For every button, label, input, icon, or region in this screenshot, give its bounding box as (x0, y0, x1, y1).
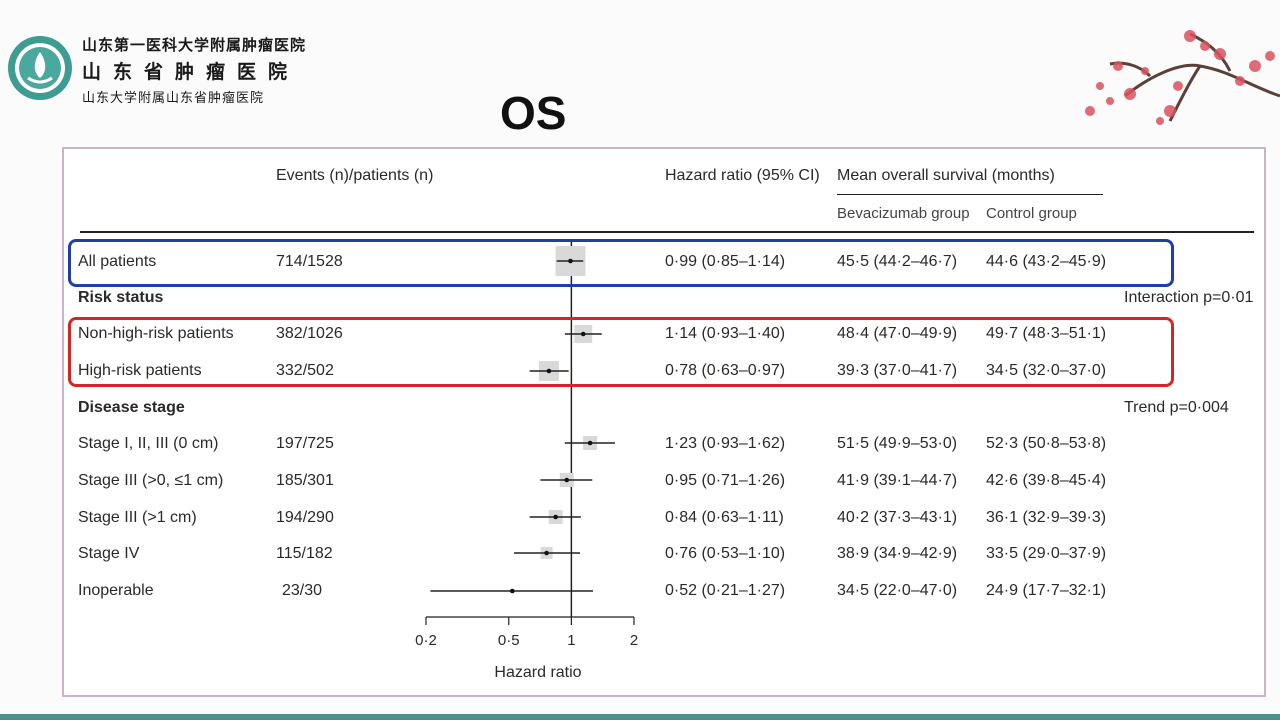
column-header-control: Control group (986, 205, 1077, 222)
x-tick-label: 0·5 (498, 632, 520, 649)
x-tick-label: 0·2 (415, 632, 437, 649)
trend-p-value: Trend p=0·004 (1124, 399, 1229, 416)
hr-point (510, 588, 515, 594)
hr-point (553, 514, 558, 520)
row-events: 197/725 (276, 435, 334, 452)
row-events: 194/290 (276, 509, 334, 526)
column-header-mean-os: Mean overall survival (months) (837, 167, 1055, 184)
row-bevacizumab-os: 38·9 (34·9–42·9) (837, 545, 958, 562)
column-header-hazard-ratio: Hazard ratio (95% CI) (665, 167, 820, 184)
row-events: 714/1528 (276, 253, 343, 270)
row-bevacizumab-os: 39·3 (37·0–41·7) (837, 362, 958, 379)
interaction-p-value: Interaction p=0·01 (1124, 289, 1254, 306)
row-events: 382/1026 (276, 325, 343, 342)
row-events: 23/30 (282, 582, 323, 599)
row-label-stage-4: Stage IV (78, 545, 140, 562)
row-control-os: 33·5 (29·0–37·9) (986, 545, 1107, 562)
institution-line-2: 山东省肿瘤医院 (82, 61, 300, 83)
x-tick-label: 1 (567, 632, 575, 649)
header-underline-os (837, 194, 1103, 195)
row-control-os: 49·7 (48·3–51·1) (986, 325, 1107, 342)
row-hazard-ratio: 0·84 (0·63–1·11) (665, 509, 784, 526)
row-control-os: 24·9 (17·7–32·1) (986, 582, 1107, 599)
row-bevacizumab-os: 34·5 (22·0–47·0) (837, 582, 958, 599)
column-header-bevacizumab: Bevacizumab group (837, 205, 970, 222)
row-hazard-ratio: 0·78 (0·63–0·97) (665, 362, 786, 379)
row-label-stage-3-small: Stage III (>0, ≤1 cm) (78, 472, 224, 489)
row-label-inoperable: Inoperable (78, 582, 154, 599)
row-bevacizumab-os: 45·5 (44·2–46·7) (837, 253, 958, 270)
row-label-stage-1-2-3: Stage I, II, III (0 cm) (78, 435, 219, 452)
row-hazard-ratio: 0·52 (0·21–1·27) (665, 582, 786, 599)
hr-point (546, 368, 552, 374)
header-divider (80, 231, 1254, 233)
forest-plot: 0·2 0·5 1 2 Hazard ratio (415, 241, 638, 681)
x-tick-label: 2 (630, 632, 638, 649)
forest-plot-panel: Events (n)/patients (n) Hazard ratio (95… (62, 147, 1266, 697)
institution-line-3: 山东大学附属山东省肿瘤医院 (82, 91, 265, 106)
row-events: 115/182 (276, 545, 333, 562)
hr-point (587, 440, 593, 446)
row-bevacizumab-os: 41·9 (39·1–44·7) (837, 472, 958, 489)
row-bevacizumab-os: 40·2 (37·3–43·1) (837, 509, 958, 526)
section-disease-stage: Disease stage (78, 399, 185, 416)
column-header-events: Events (n)/patients (n) (276, 167, 434, 184)
hr-point (564, 477, 570, 483)
plum-blossom-decoration (1085, 30, 1280, 125)
row-bevacizumab-os: 48·4 (47·0–49·9) (837, 325, 958, 342)
all-patients-highlight (68, 239, 1174, 287)
footer-strip (0, 714, 1280, 720)
row-hazard-ratio: 0·95 (0·71–1·26) (665, 472, 786, 489)
row-label-non-high-risk: Non-high-risk patients (78, 325, 234, 342)
risk-status-highlight (68, 317, 1174, 387)
x-axis-label: Hazard ratio (494, 664, 581, 681)
row-control-os: 34·5 (32·0–37·0) (986, 362, 1107, 379)
row-label-all-patients: All patients (78, 253, 157, 270)
slide-title: OS (500, 87, 567, 139)
hospital-logo-icon (8, 36, 72, 100)
row-label-high-risk: High-risk patients (78, 362, 202, 379)
institution-name: 山东第一医科大学附属肿瘤医院 山东省肿瘤医院 山东大学附属山东省肿瘤医院 (82, 34, 306, 106)
row-control-os: 44·6 (43·2–45·9) (986, 253, 1107, 270)
row-hazard-ratio: 0·99 (0·85–1·14) (665, 253, 786, 270)
row-control-os: 52·3 (50·8–53·8) (986, 435, 1107, 452)
section-risk-status: Risk status (78, 289, 164, 306)
hr-point (580, 331, 586, 337)
row-hazard-ratio: 0·76 (0·53–1·10) (665, 545, 786, 562)
row-label-stage-3-large: Stage III (>1 cm) (78, 509, 197, 526)
row-hazard-ratio: 1·23 (0·93–1·62) (665, 435, 786, 452)
row-control-os: 36·1 (32·9–39·3) (986, 509, 1107, 526)
institution-line-1: 山东第一医科大学附属肿瘤医院 (82, 36, 307, 54)
row-hazard-ratio: 1·14 (0·93–1·40) (665, 325, 786, 342)
row-control-os: 42·6 (39·8–45·4) (986, 472, 1107, 489)
hr-point (568, 258, 573, 264)
hr-point (544, 550, 549, 556)
row-events: 185/301 (276, 472, 334, 489)
row-bevacizumab-os: 51·5 (49·9–53·0) (837, 435, 958, 452)
row-events: 332/502 (276, 362, 334, 379)
